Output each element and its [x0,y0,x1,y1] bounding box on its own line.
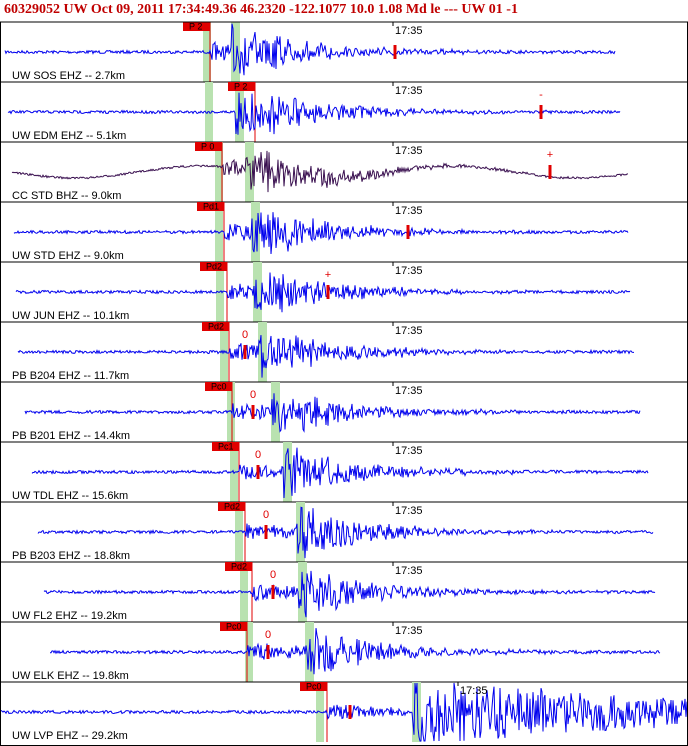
phase-window [298,562,307,622]
station-label: PB B203 EHZ -- 18.8km [12,550,130,562]
time-label: 17:35 [395,445,423,457]
amplitude-tick [406,225,410,239]
amplitude-tick [393,45,397,59]
phase-window [235,502,243,562]
waveform [0,682,688,742]
station-label: PB B201 EHZ -- 14.4km [12,430,130,442]
station-label: UW FL2 EHZ -- 19.2km [12,610,127,622]
pick-label: P 2 [234,81,247,91]
phase-window [253,262,262,322]
pick-flag [212,442,239,451]
pick-flag [220,622,247,631]
pick-label: Pd2 [206,261,222,271]
pick-flag [228,82,255,91]
phase-window [215,202,223,262]
amplitude-marker: 0 [263,509,269,521]
amplitude-marker: + [325,269,331,281]
waveform [7,92,621,135]
time-label: 17:35 [395,85,423,97]
amplitude-tick [266,645,270,659]
waveform [4,23,616,76]
amplitude-marker: - [539,89,543,101]
pick-flag [300,682,327,691]
waveform [17,335,634,378]
waveform [43,570,656,618]
station-label: UW STD EHZ -- 9.0km [12,250,124,262]
amplitude-marker: 0 [255,449,261,461]
station-label: UW JUN EHZ -- 10.1km [12,310,129,322]
amplitude-tick [548,165,552,179]
time-label: 17:35 [395,625,423,637]
time-label: 17:35 [395,265,423,277]
phase-window [245,142,254,202]
amplitude-tick [256,465,260,479]
pick-label: Pc0 [211,381,227,391]
station-label: UW ELK EHZ -- 19.8km [12,670,129,682]
phase-window [215,142,223,202]
amplitude-tick [243,345,247,359]
waveform [37,506,654,559]
pick-flag [195,142,222,151]
amplitude-tick [539,105,543,119]
pick-flag [183,22,210,31]
pick-label: P 2 [189,21,202,31]
pick-label: Pd2 [224,501,240,511]
phase-window [412,682,421,742]
pick-flag [197,202,224,211]
station-label: UW LVP EHZ -- 29.2km [12,730,128,742]
amplitude-tick [348,705,352,719]
pick-flag [202,322,229,331]
amplitude-marker: 0 [270,569,276,581]
amplitude-tick [326,285,330,299]
time-label: 17:35 [395,505,423,517]
time-label: 17:35 [395,145,423,157]
time-label: 17:35 [395,565,423,577]
amplitude-marker: 0 [265,629,271,641]
time-label: 17:35 [395,385,423,397]
pick-flag [200,262,227,271]
time-label: 17:35 [460,685,488,697]
pick-flag [205,382,232,391]
waveform [50,628,661,675]
phase-window [203,22,211,82]
waveform [31,447,649,499]
phase-window [283,442,292,502]
pick-flag [225,562,252,571]
station-label: CC STD BHZ -- 9.0km [12,190,121,202]
amplitude-marker: 0 [250,389,256,401]
pick-label: Pd2 [208,321,224,331]
pick-label: Pc0 [306,681,322,691]
waveform [13,212,629,255]
station-label: UW TDL EHZ -- 15.6km [12,490,128,502]
time-label: 17:35 [395,205,423,217]
amplitude-tick [264,525,268,539]
station-label: UW SOS EHZ -- 2.7km [12,70,125,82]
amplitude-tick [271,585,275,599]
waveform [24,393,641,433]
station-label: PB B204 EHZ -- 11.7km [12,370,129,382]
pick-label: Pc1 [218,441,234,451]
time-label: 17:35 [395,325,423,337]
phase-window [231,22,240,82]
time-label: 17:35 [395,25,423,37]
pick-label: Pd2 [231,561,247,571]
pick-flag [218,502,245,511]
event-title: 60329052 UW Oct 09, 2011 17:34:49.36 46.… [4,2,518,17]
waveform [15,272,631,313]
amplitude-tick [251,405,255,419]
pick-label: P 0 [201,141,214,151]
amplitude-marker: 0 [242,329,248,341]
phase-window [258,322,267,382]
pick-label: Pd1 [203,201,219,211]
waveform [11,150,629,193]
pick-label: Pc0 [226,621,242,631]
station-label: UW EDM EHZ -- 5.1km [12,130,126,142]
amplitude-marker: + [547,149,553,161]
